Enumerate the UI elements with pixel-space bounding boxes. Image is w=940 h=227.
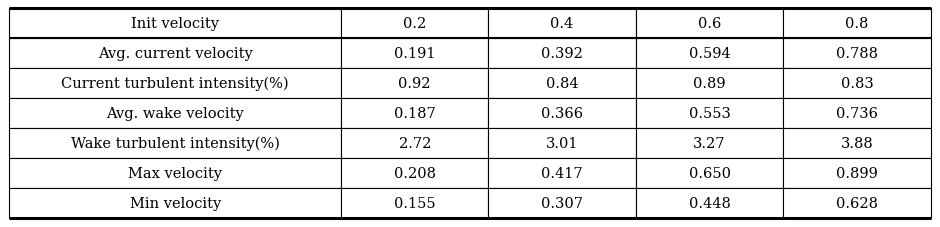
Text: Avg. wake velocity: Avg. wake velocity: [106, 106, 244, 121]
Text: Current turbulent intensity(%): Current turbulent intensity(%): [61, 76, 289, 91]
Text: 0.899: 0.899: [836, 166, 878, 180]
Text: Min velocity: Min velocity: [130, 196, 221, 210]
Bar: [341, 99, 489, 128]
Text: 0.187: 0.187: [394, 106, 435, 121]
Bar: [635, 99, 783, 128]
Bar: [9, 158, 341, 188]
Text: 2.72: 2.72: [399, 136, 431, 150]
Text: 3.88: 3.88: [840, 136, 873, 150]
Text: 0.736: 0.736: [836, 106, 878, 121]
Text: 0.208: 0.208: [394, 166, 436, 180]
Bar: [783, 69, 931, 99]
Text: 0.191: 0.191: [394, 47, 435, 61]
Text: 0.417: 0.417: [541, 166, 583, 180]
Bar: [635, 39, 783, 69]
Bar: [489, 158, 635, 188]
Bar: [341, 9, 489, 39]
Text: 0.8: 0.8: [845, 17, 869, 31]
Text: 0.83: 0.83: [840, 77, 873, 91]
Bar: [783, 158, 931, 188]
Text: 0.366: 0.366: [541, 106, 583, 121]
Bar: [9, 69, 341, 99]
Bar: [489, 69, 635, 99]
Text: 0.89: 0.89: [693, 77, 726, 91]
Bar: [635, 188, 783, 218]
Text: Wake turbulent intensity(%): Wake turbulent intensity(%): [70, 136, 280, 151]
Bar: [783, 99, 931, 128]
Text: Max velocity: Max velocity: [128, 166, 222, 180]
Bar: [9, 99, 341, 128]
Bar: [9, 188, 341, 218]
Text: 0.788: 0.788: [836, 47, 878, 61]
Bar: [635, 158, 783, 188]
Text: 3.01: 3.01: [546, 136, 578, 150]
Text: 0.4: 0.4: [551, 17, 573, 31]
Bar: [9, 128, 341, 158]
Bar: [489, 188, 635, 218]
Bar: [783, 128, 931, 158]
Bar: [489, 9, 635, 39]
Bar: [783, 9, 931, 39]
Text: 0.650: 0.650: [688, 166, 730, 180]
Text: Avg. current velocity: Avg. current velocity: [98, 47, 253, 61]
Bar: [341, 69, 489, 99]
Bar: [635, 128, 783, 158]
Text: 3.27: 3.27: [694, 136, 726, 150]
Bar: [635, 9, 783, 39]
Bar: [341, 128, 489, 158]
Bar: [9, 39, 341, 69]
Text: 0.92: 0.92: [399, 77, 431, 91]
Bar: [489, 128, 635, 158]
Text: Init velocity: Init velocity: [132, 17, 219, 31]
Text: 0.553: 0.553: [689, 106, 730, 121]
Text: 0.155: 0.155: [394, 196, 435, 210]
Text: 0.392: 0.392: [541, 47, 583, 61]
Bar: [9, 9, 341, 39]
Text: 0.628: 0.628: [836, 196, 878, 210]
Bar: [635, 69, 783, 99]
Bar: [341, 39, 489, 69]
Bar: [341, 158, 489, 188]
Bar: [783, 188, 931, 218]
Bar: [783, 39, 931, 69]
Text: 0.448: 0.448: [689, 196, 730, 210]
Text: 0.6: 0.6: [697, 17, 721, 31]
Text: 0.307: 0.307: [541, 196, 583, 210]
Bar: [341, 188, 489, 218]
Text: 0.84: 0.84: [546, 77, 578, 91]
Bar: [489, 99, 635, 128]
Text: 0.594: 0.594: [689, 47, 730, 61]
Bar: [489, 39, 635, 69]
Text: 0.2: 0.2: [403, 17, 427, 31]
